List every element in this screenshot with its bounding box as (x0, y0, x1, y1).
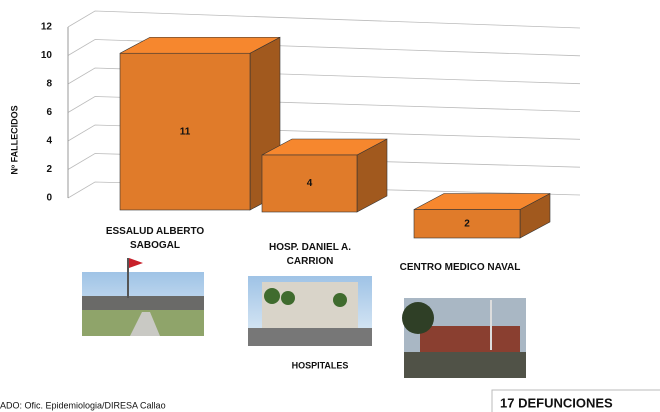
grid-line (67, 39, 581, 57)
grid-line (67, 67, 581, 85)
grid-line (67, 10, 581, 29)
photos (82, 258, 526, 378)
value-label: 11 (180, 126, 191, 137)
bar (119, 52, 251, 211)
y-tick-label: 4 (46, 136, 52, 147)
grid-line (67, 153, 581, 170)
bar (413, 209, 521, 239)
grid-line (67, 96, 581, 113)
y-tick-label: 8 (46, 79, 52, 90)
note-box (491, 389, 660, 412)
x-axis-title: HOSPITALES (292, 360, 349, 370)
y-tick-label: 12 (41, 22, 53, 33)
grid-line (67, 124, 581, 142)
y-tick-label: 0 (46, 193, 52, 204)
value-label: 2 (464, 218, 470, 229)
x-tick-label: ESSALUD ALBERTO SABOGAL (105, 226, 205, 251)
x-tick-label: CENTRO MEDICO NAVAL (399, 262, 521, 273)
y-tick-label: 2 (46, 164, 52, 175)
y-tick-label: 6 (46, 107, 52, 118)
x-tick-label: HOSP. DANIEL A. CARRION (268, 242, 352, 267)
bar (261, 154, 358, 213)
source-note: ADO: Ofic. Epidemiologia/DIRESA Callao (0, 400, 166, 410)
total-note: 17 DEFUNCIONES (500, 395, 613, 410)
grid-line (67, 181, 581, 199)
y-axis-title: Nº FALLECIDOS (9, 105, 19, 174)
y-tick-label: 10 (41, 50, 53, 61)
value-label: 4 (307, 178, 313, 189)
